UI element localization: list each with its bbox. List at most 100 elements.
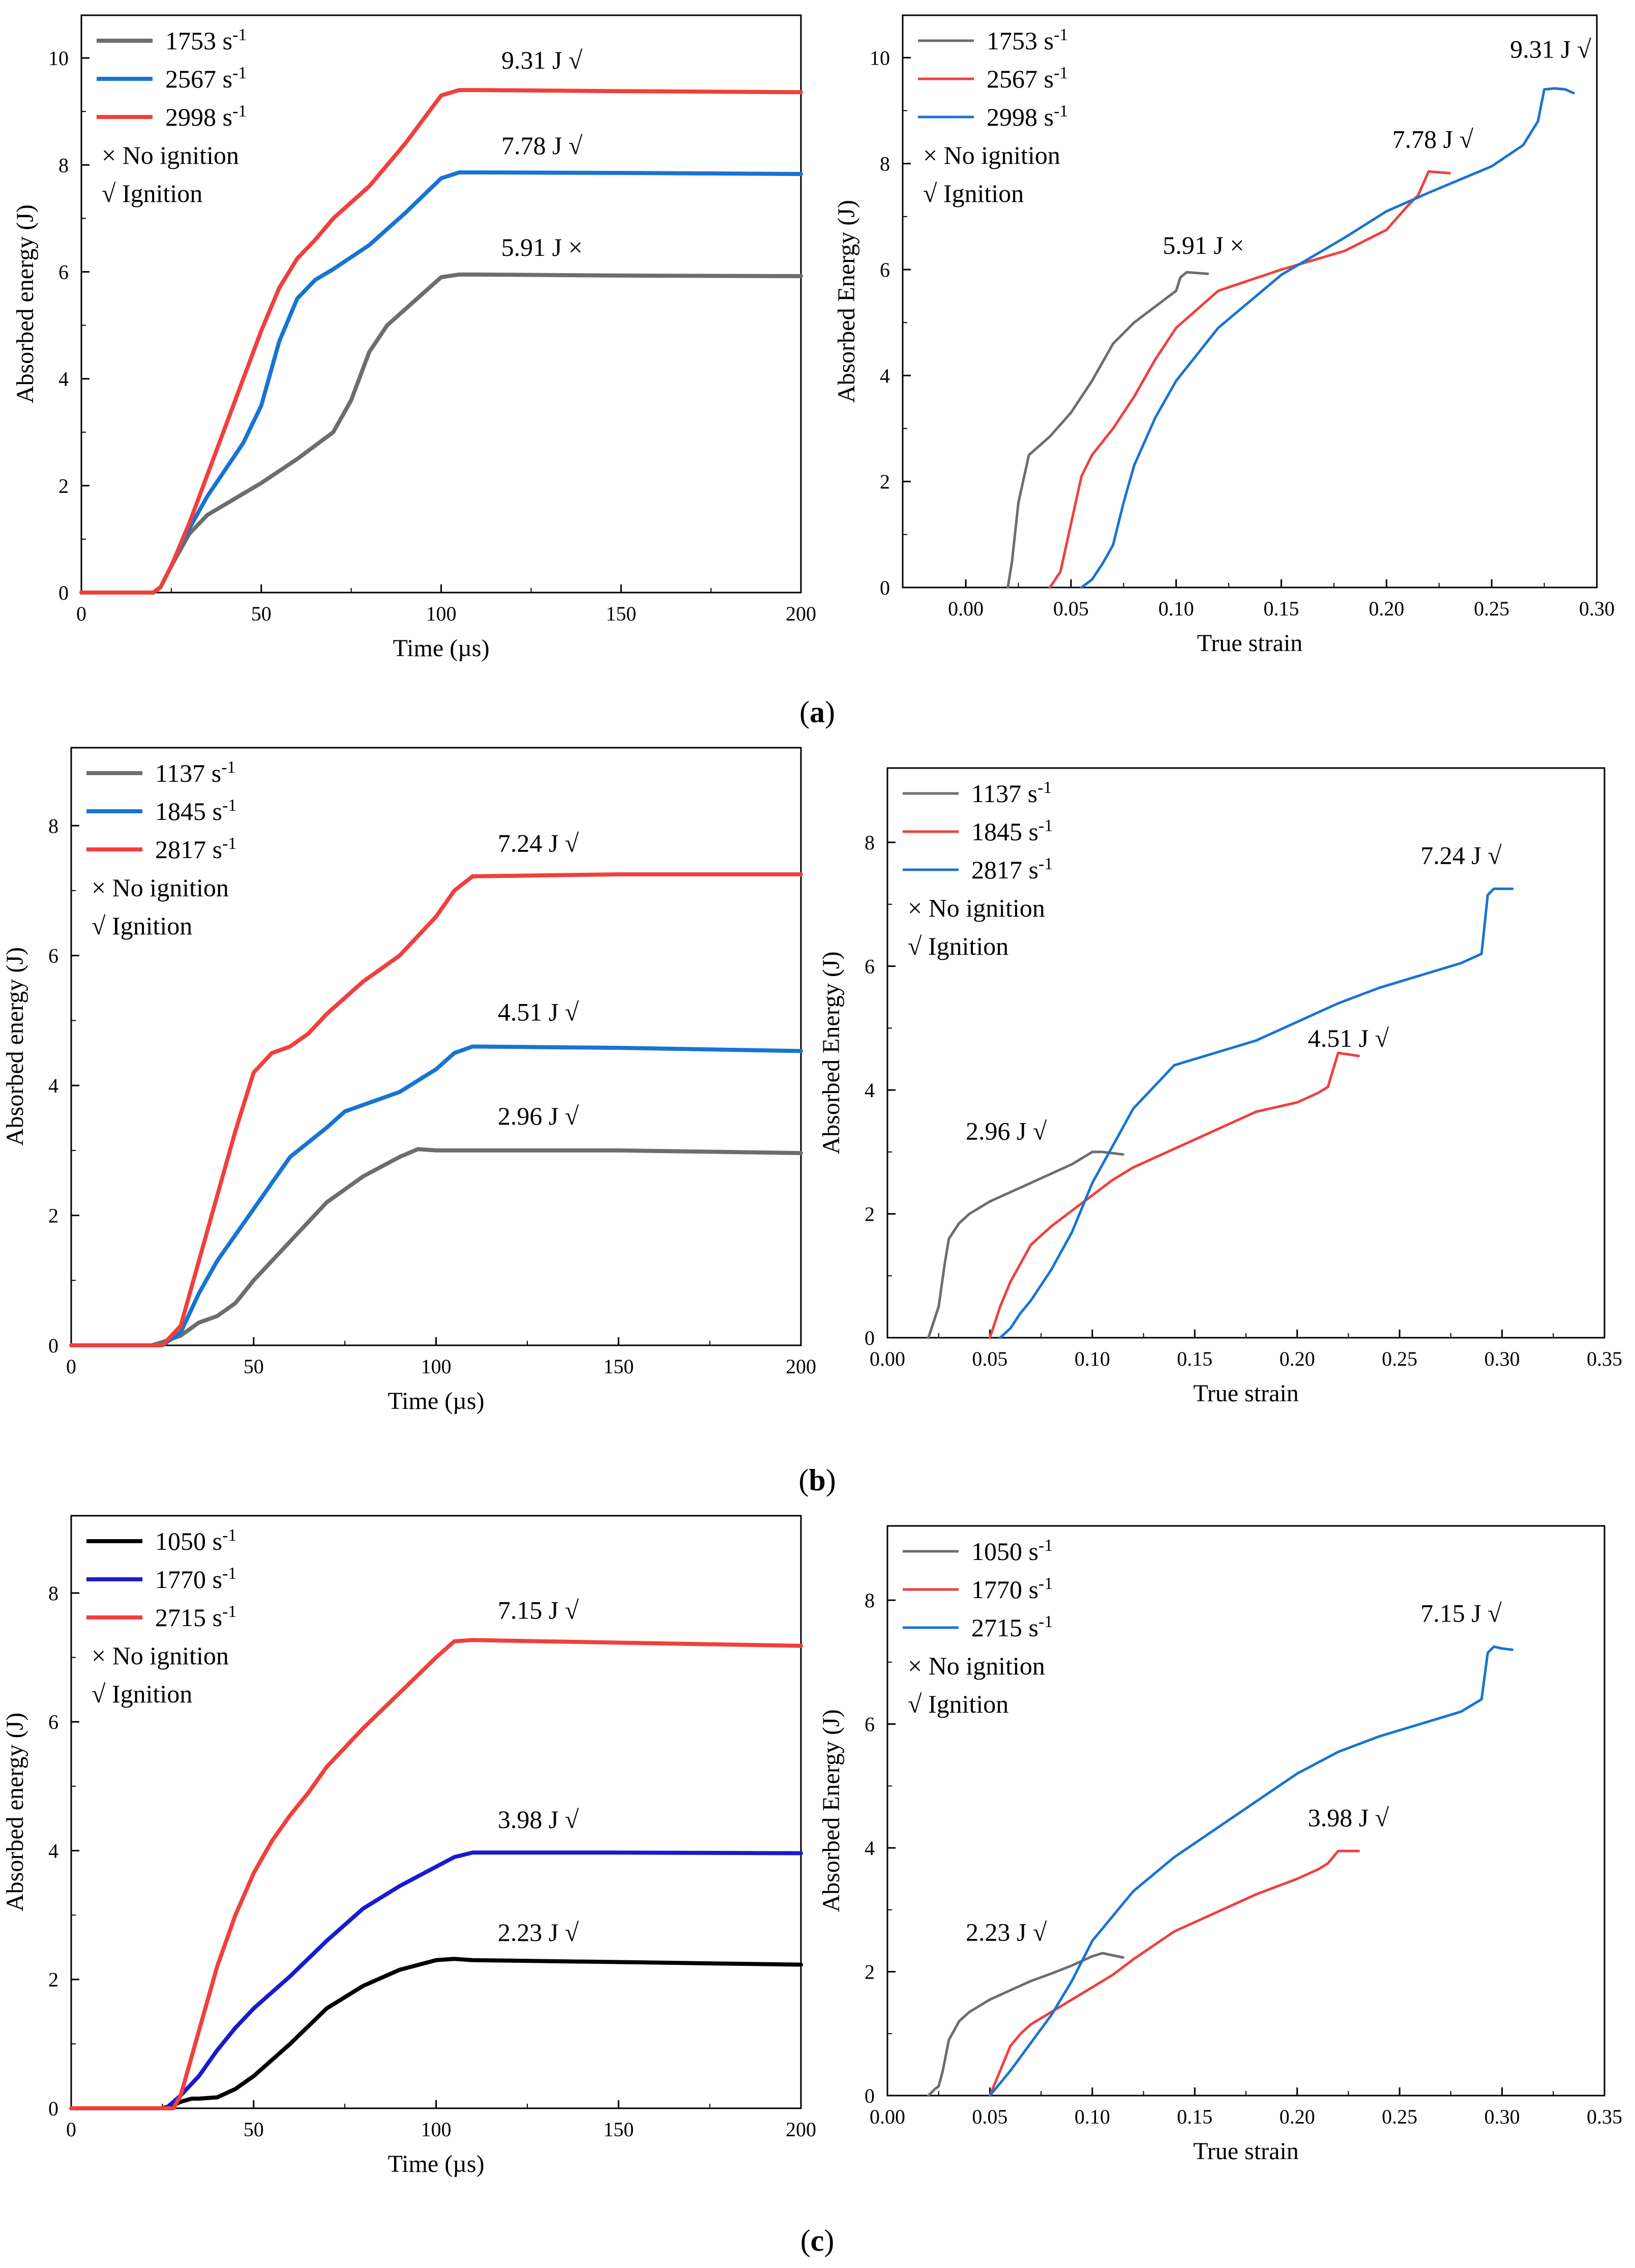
y-tick-label: 8 bbox=[48, 1582, 58, 1605]
legend-label-1845: 1845 s-1 bbox=[155, 796, 236, 826]
y-tick-label: 6 bbox=[865, 955, 875, 978]
x-tick-label: 0.30 bbox=[1484, 2105, 1520, 2128]
y-tick-label: 8 bbox=[865, 1589, 875, 1612]
series-line-2715 bbox=[988, 1645, 1514, 2097]
legend-note-no-ignition: × No ignition bbox=[923, 141, 1060, 169]
x-tick-label: 0.15 bbox=[1177, 2105, 1212, 2128]
series-line-2817 bbox=[69, 872, 803, 1347]
x-tick-label: 100 bbox=[426, 602, 457, 625]
series-line-1753 bbox=[1006, 271, 1209, 589]
x-tick-label: 50 bbox=[251, 602, 272, 625]
x-axis-title: Time (µs) bbox=[393, 635, 490, 662]
legend-note-ignition: √ Ignition bbox=[102, 179, 202, 208]
energy-annotation: 2.23 J √ bbox=[966, 1918, 1047, 1947]
y-axis-title: Absorbed energy (J) bbox=[2, 1713, 28, 1911]
legend-label-2715: 2715 s-1 bbox=[971, 1612, 1053, 1642]
energy-annotation: 3.98 J √ bbox=[1308, 1803, 1389, 1832]
x-tick-label: 100 bbox=[421, 1355, 452, 1378]
y-tick-label: 2 bbox=[880, 470, 890, 493]
series-line-2817 bbox=[999, 887, 1514, 1339]
series-line-1770 bbox=[69, 1850, 803, 2110]
y-axis-title: Absorbed energy (J) bbox=[12, 204, 39, 403]
chart-c-strain: 0.00 0.05 0.10 0.15 0.20 0.25 0.30 0.35 0 2 4 6 8 Tru… bbox=[818, 1525, 1622, 2165]
y-tick-label: 8 bbox=[880, 153, 890, 175]
x-tick-label: 200 bbox=[786, 2118, 816, 2141]
energy-annotation: 9.31 J √ bbox=[1510, 35, 1591, 63]
series-line-1050 bbox=[927, 1952, 1124, 2097]
legend-note-no-ignition: × No ignition bbox=[92, 873, 229, 902]
y-tick-label: 0 bbox=[865, 2084, 875, 2107]
series-line-2998 bbox=[79, 88, 803, 595]
y-tick-label: 2 bbox=[865, 1203, 875, 1226]
x-axis-title: True strain bbox=[1193, 1380, 1299, 1407]
chart-b-time: 0 50 100 150 200 0 2 4 6 8 Time (µs) Absorbed energ… bbox=[2, 747, 816, 1415]
energy-annotation: 7.15 J √ bbox=[1420, 1599, 1502, 1628]
y-tick-label: 0 bbox=[865, 1327, 875, 1349]
series-line-1845 bbox=[69, 1044, 803, 1347]
y-tick-label: 4 bbox=[58, 368, 69, 391]
x-tick-label: 0.25 bbox=[1382, 2105, 1417, 2128]
legend-note-ignition: √ Ignition bbox=[92, 911, 192, 940]
energy-annotation: 7.15 J √ bbox=[498, 1596, 579, 1625]
series-line-2715 bbox=[69, 1638, 803, 2110]
y-tick-label: 0 bbox=[58, 581, 69, 604]
legend-label-2567: 2567 s-1 bbox=[165, 64, 247, 93]
legend-label-1753: 1753 s-1 bbox=[987, 25, 1068, 55]
x-tick-label: 0.00 bbox=[870, 2105, 905, 2128]
x-tick-label: 150 bbox=[603, 1355, 634, 1378]
energy-annotation: 4.51 J √ bbox=[498, 997, 579, 1026]
legend-label-2817: 2817 s-1 bbox=[155, 834, 236, 864]
y-tick-label: 6 bbox=[865, 1713, 875, 1736]
panel-label-a: (a) bbox=[799, 695, 835, 729]
y-tick-label: 10 bbox=[870, 46, 890, 69]
x-tick-label: 0.35 bbox=[1587, 2105, 1622, 2128]
x-tick-label: 0.05 bbox=[972, 2105, 1007, 2128]
y-axis-title: Absorbed Energy (J) bbox=[818, 1709, 845, 1912]
y-tick-label: 10 bbox=[48, 47, 69, 70]
energy-annotation: 2.96 J √ bbox=[966, 1116, 1047, 1145]
series-line-1770 bbox=[988, 1849, 1360, 2097]
y-tick-label: 2 bbox=[48, 1204, 58, 1227]
x-tick-label: 0.30 bbox=[1579, 597, 1615, 620]
chart-b-strain: 0.00 0.05 0.10 0.15 0.20 0.25 0.30 0.35 0 2 4 6 8 Tru… bbox=[818, 767, 1622, 1407]
legend-note-no-ignition: × No ignition bbox=[102, 141, 239, 169]
x-tick-label: 100 bbox=[421, 2118, 452, 2141]
energy-annotation: 7.78 J √ bbox=[501, 131, 583, 160]
x-tick-label: 0.05 bbox=[972, 1347, 1007, 1370]
panel-label-c: (c) bbox=[800, 2224, 835, 2257]
energy-annotation: 7.24 J √ bbox=[1420, 841, 1502, 870]
series-line-1050 bbox=[69, 1957, 803, 2110]
x-axis-title: True strain bbox=[1197, 630, 1303, 657]
legend-note-no-ignition: × No ignition bbox=[908, 894, 1045, 922]
chart-a-time: 0 50 100 150 200 0 2 4 6 8 10 Time (µs) Absorbed ene… bbox=[12, 14, 816, 662]
legend-label-2715: 2715 s-1 bbox=[155, 1602, 236, 1632]
x-tick-label: 150 bbox=[603, 2118, 634, 2141]
legend-label-1753: 1753 s-1 bbox=[165, 25, 247, 55]
x-tick-label: 0.10 bbox=[1158, 597, 1194, 620]
legend-label-2998: 2998 s-1 bbox=[165, 102, 247, 131]
x-tick-label: 0.20 bbox=[1369, 597, 1404, 620]
x-tick-label: 0.10 bbox=[1075, 1347, 1110, 1370]
x-tick-label: 200 bbox=[786, 602, 816, 625]
y-tick-label: 2 bbox=[865, 1961, 875, 1984]
legend-note-ignition: √ Ignition bbox=[908, 1690, 1008, 1718]
legend-label-1770: 1770 s-1 bbox=[155, 1564, 236, 1594]
series-line-2567 bbox=[1049, 170, 1451, 589]
legend-note-no-ignition: × No ignition bbox=[908, 1652, 1045, 1680]
energy-annotation: 5.91 J × bbox=[501, 233, 583, 261]
y-tick-label: 6 bbox=[880, 258, 890, 281]
energy-annotation: 7.24 J √ bbox=[498, 829, 579, 857]
y-tick-label: 2 bbox=[48, 1968, 58, 1991]
chart-c-time: 0 50 100 150 200 0 2 4 6 8 Time (µs) Absorbed energ… bbox=[2, 1515, 816, 2177]
energy-annotation: 4.51 J √ bbox=[1308, 1024, 1389, 1052]
x-tick-label: 0.20 bbox=[1280, 1347, 1315, 1370]
energy-annotation: 3.98 J √ bbox=[498, 1805, 579, 1834]
energy-annotation: 7.78 J √ bbox=[1392, 125, 1474, 153]
x-axis-title: Time (µs) bbox=[388, 2151, 485, 2177]
chart-a-strain: 0.00 0.05 0.10 0.15 0.20 0.25 0.30 0 2 4 6 8 10 True … bbox=[833, 14, 1615, 657]
y-tick-label: 8 bbox=[58, 154, 69, 176]
legend-label-2998: 2998 s-1 bbox=[987, 102, 1068, 131]
plot-frame bbox=[902, 14, 1598, 588]
x-tick-label: 0.00 bbox=[870, 1347, 905, 1370]
